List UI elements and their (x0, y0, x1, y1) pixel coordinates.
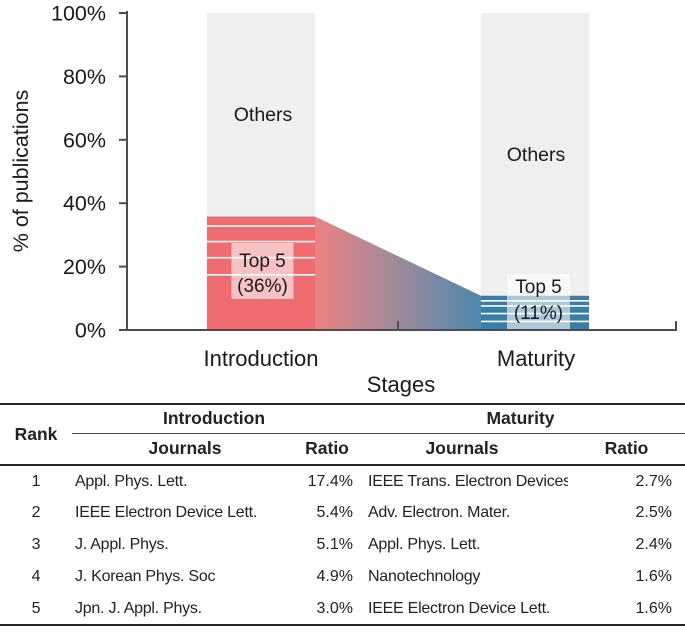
x-category-label-maturity: Maturity (497, 346, 575, 371)
axes-frame (126, 11, 677, 331)
intro-journal-cell: J. Korean Phys. Soc (75, 568, 216, 585)
rank-column-header: Rank (0, 404, 72, 466)
intro-ratio-cell: 4.9% (316, 568, 353, 585)
intro-journal-cell: J. Appl. Phys. (75, 536, 169, 553)
y-axis-title: % of publications (9, 90, 33, 253)
top5-label-box-0 (231, 243, 294, 299)
others-label-maturity: Others (507, 144, 566, 166)
table-row: 2 IEEE Electron Device Lett. 5.4% Adv. E… (0, 497, 685, 529)
x-category-label-introduction: Introduction (204, 346, 319, 371)
intro-ratio-cell: 5.1% (316, 536, 353, 553)
maturity-journal-cell: IEEE Electron Device Lett. (368, 599, 551, 617)
maturity-ratio-cell: 2.4% (635, 536, 672, 553)
y-tick-label-20pct: 20% (63, 255, 106, 279)
intro-journal-cell: IEEE Electron Device Lett. (75, 504, 258, 521)
introduction-group-header: Introduction (72, 404, 356, 434)
rank-cell: 3 (31, 536, 41, 553)
y-tick-label-40pct: 40% (63, 192, 106, 216)
table-sub-header-row: Journals Ratio Journals Ratio (0, 433, 685, 466)
y-tick-label-100pct: 100% (51, 2, 106, 26)
maturity-group-header: Maturity (356, 404, 685, 434)
maturity-journal-cell: Appl. Phys. Lett. (368, 536, 481, 553)
table-row: 5 Jpn. J. Appl. Phys. 3.0% IEEE Electron… (0, 593, 685, 625)
intro-journals-header: Journals (72, 433, 298, 466)
bar-others-introduction (207, 13, 315, 217)
maturity-journal-cell: IEEE Trans. Electron Devices (368, 472, 568, 490)
top5-label-1-line1: Top 5 (515, 277, 561, 298)
intro-ratio-cell: 3.0% (316, 599, 353, 617)
table-row: 4 J. Korean Phys. Soc 4.9% Nanotechnolog… (0, 561, 685, 593)
maturity-journal-cell: Nanotechnology (368, 568, 481, 585)
intro-ratio-header: Ratio (298, 433, 356, 466)
flow-gradient-band (315, 216, 481, 330)
maturity-journals-header: Journals (356, 433, 568, 466)
intro-ratio-cell: 17.4% (307, 472, 353, 490)
maturity-ratio-header: Ratio (568, 433, 685, 466)
journal-rank-table: Rank Introduction Maturity Journals Rati… (0, 403, 685, 626)
others-label-introduction: Others (234, 104, 293, 126)
x-axis-title: Stages (367, 372, 436, 397)
top5-label-0-line2: (36%) (237, 276, 288, 297)
maturity-journal-cell: Adv. Electron. Mater. (368, 504, 511, 521)
maturity-ratio-cell: 2.5% (635, 504, 672, 521)
rank-cell: 5 (31, 599, 41, 617)
bar-others-maturity (481, 13, 589, 296)
maturity-ratio-cell: 2.7% (635, 472, 672, 490)
intro-journal-cell: Jpn. J. Appl. Phys. (75, 599, 202, 617)
maturity-ratio-cell: 1.6% (635, 568, 672, 585)
rank-cell: 1 (31, 472, 41, 490)
y-tick-label-60pct: 60% (63, 128, 106, 152)
table-group-header-row: Rank Introduction Maturity (0, 404, 685, 466)
publications-stage-chart: Others Others Top 5 (36%) Top 5 (11%) 0% 20% 40%… (9, 2, 677, 397)
top5-label-1-line2: (11%) (514, 303, 563, 324)
top5-label-box-1 (507, 274, 570, 330)
y-tick-label-0pct: 0% (75, 319, 106, 343)
maturity-ratio-cell: 1.6% (635, 599, 672, 617)
table-row: 3 J. Appl. Phys. 5.1% Appl. Phys. Lett. … (0, 529, 685, 561)
top5-label-0-line1: Top 5 (239, 251, 285, 272)
intro-journal-cell: Appl. Phys. Lett. (75, 472, 188, 490)
table-row: 1 Appl. Phys. Lett. 17.4% IEEE Trans. El… (0, 465, 685, 497)
y-tick-label-80pct: 80% (63, 65, 106, 89)
intro-ratio-cell: 5.4% (316, 504, 353, 521)
rank-cell: 4 (31, 568, 41, 585)
rank-cell: 2 (31, 504, 41, 521)
